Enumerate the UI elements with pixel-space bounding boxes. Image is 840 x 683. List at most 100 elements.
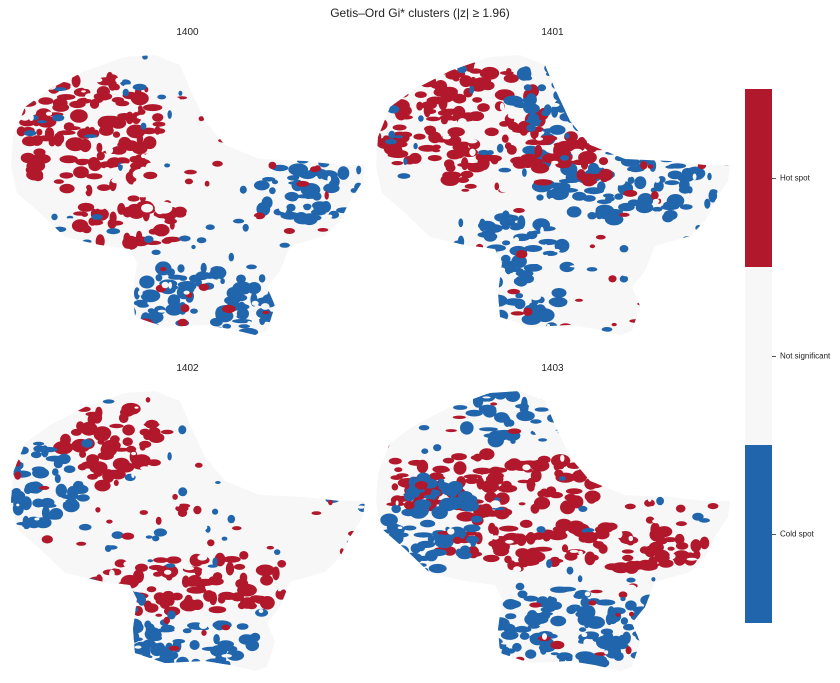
not-significant-patch	[348, 240, 358, 245]
cold-spot-patch	[558, 476, 566, 481]
cold-spot-patch	[460, 421, 474, 435]
cold-spot-patch	[94, 313, 102, 322]
hot-spot-patch	[268, 161, 277, 170]
cold-spot-patch	[205, 224, 215, 230]
cold-spot-patch	[442, 534, 453, 542]
hot-spot-patch	[517, 479, 531, 484]
cold-spot-patch	[145, 535, 153, 539]
hot-spot-patch	[515, 656, 525, 662]
cold-spot-patch	[620, 617, 629, 625]
not-significant-patch	[131, 451, 137, 456]
cold-spot-patch	[100, 640, 108, 651]
hot-spot-patch	[501, 480, 512, 490]
hot-spot-patch	[277, 560, 287, 568]
not-significant-patch	[30, 460, 35, 468]
hot-spot-patch	[604, 522, 618, 531]
hot-spot-patch	[545, 486, 557, 496]
cold-spot-patch	[478, 404, 497, 414]
hot-spot-patch	[163, 616, 170, 624]
cold-spot-patch	[467, 302, 476, 311]
hot-spot-patch	[439, 617, 454, 622]
hot-spot-patch	[499, 525, 519, 532]
cold-spot-patch	[523, 75, 533, 81]
not-significant-patch	[219, 63, 227, 71]
cold-spot-patch	[325, 660, 339, 665]
hot-spot-patch	[225, 129, 240, 138]
hot-spot-patch	[631, 560, 642, 566]
not-significant-patch	[466, 139, 478, 144]
hot-spot-patch	[155, 613, 163, 617]
cold-spot-patch	[587, 212, 597, 220]
cold-spot-patch	[506, 648, 516, 654]
hot-spot-patch	[159, 267, 167, 272]
cold-spot-patch	[53, 627, 64, 636]
colorbar-hot-segment	[745, 89, 772, 267]
cold-spot-patch	[310, 655, 317, 659]
cold-spot-patch	[510, 215, 519, 222]
cold-spot-patch	[581, 103, 595, 111]
cold-spot-patch	[642, 605, 661, 616]
hot-spot-patch	[139, 510, 148, 515]
cold-spot-patch	[640, 594, 660, 606]
cold-spot-patch	[54, 474, 61, 484]
hot-spot-patch	[232, 526, 242, 531]
colorbar-tick	[772, 178, 776, 179]
cold-spot-patch	[166, 662, 186, 669]
cold-spot-patch	[545, 71, 554, 77]
cold-spot-patch	[67, 486, 79, 498]
not-significant-patch	[34, 509, 40, 514]
not-significant-patch	[337, 650, 343, 654]
not-significant-patch	[580, 119, 589, 126]
hot-spot-patch	[58, 96, 64, 105]
hot-spot-patch	[26, 169, 44, 181]
not-significant-patch	[574, 72, 579, 76]
not-significant-patch	[355, 251, 365, 257]
hot-spot-patch	[117, 595, 127, 601]
not-significant-patch	[407, 211, 418, 214]
cold-spot-patch	[323, 454, 335, 458]
not-significant-patch	[546, 324, 550, 327]
hot-spot-patch	[559, 323, 572, 330]
not-significant-patch	[186, 633, 194, 641]
not-significant-patch	[169, 253, 179, 258]
cold-spot-patch	[453, 405, 468, 410]
cold-spot-patch	[545, 55, 552, 63]
not-significant-patch	[377, 161, 388, 169]
not-significant-patch	[598, 81, 603, 86]
cold-spot-patch	[546, 559, 553, 569]
hot-spot-patch	[296, 180, 310, 187]
hot-spot-patch	[294, 61, 306, 68]
cold-spot-patch	[508, 329, 521, 335]
panel-title: 1403	[541, 363, 564, 374]
hot-spot-patch	[667, 546, 675, 551]
cold-spot-patch	[512, 642, 522, 652]
hot-spot-patch	[262, 126, 275, 132]
not-significant-patch	[188, 400, 196, 403]
hot-spot-patch	[476, 476, 485, 490]
not-significant-patch	[585, 666, 593, 671]
hot-spot-patch	[427, 155, 442, 162]
cold-spot-patch	[222, 323, 232, 329]
not-significant-patch	[123, 488, 134, 496]
cold-spot-patch	[178, 487, 188, 497]
cold-spot-patch	[683, 236, 693, 240]
cold-spot-patch	[227, 514, 236, 524]
not-significant-patch	[128, 226, 133, 231]
cold-spot-patch	[619, 245, 629, 253]
hot-spot-patch	[384, 414, 399, 422]
not-significant-patch	[155, 407, 160, 412]
cold-spot-patch	[149, 635, 163, 641]
hot-spot-patch	[627, 69, 638, 78]
cold-spot-patch	[464, 296, 474, 309]
hot-spot-patch	[619, 212, 630, 217]
cold-spot-patch	[269, 187, 276, 195]
cold-spot-patch	[139, 275, 155, 289]
cold-spot-patch	[161, 660, 174, 668]
cold-spot-patch	[82, 578, 97, 583]
cold-spot-patch	[480, 265, 495, 270]
not-significant-patch	[708, 55, 713, 58]
hot-spot-patch	[113, 479, 119, 486]
cold-spot-patch	[473, 304, 483, 312]
cold-spot-patch	[626, 577, 636, 583]
hot-spot-patch	[445, 429, 457, 433]
